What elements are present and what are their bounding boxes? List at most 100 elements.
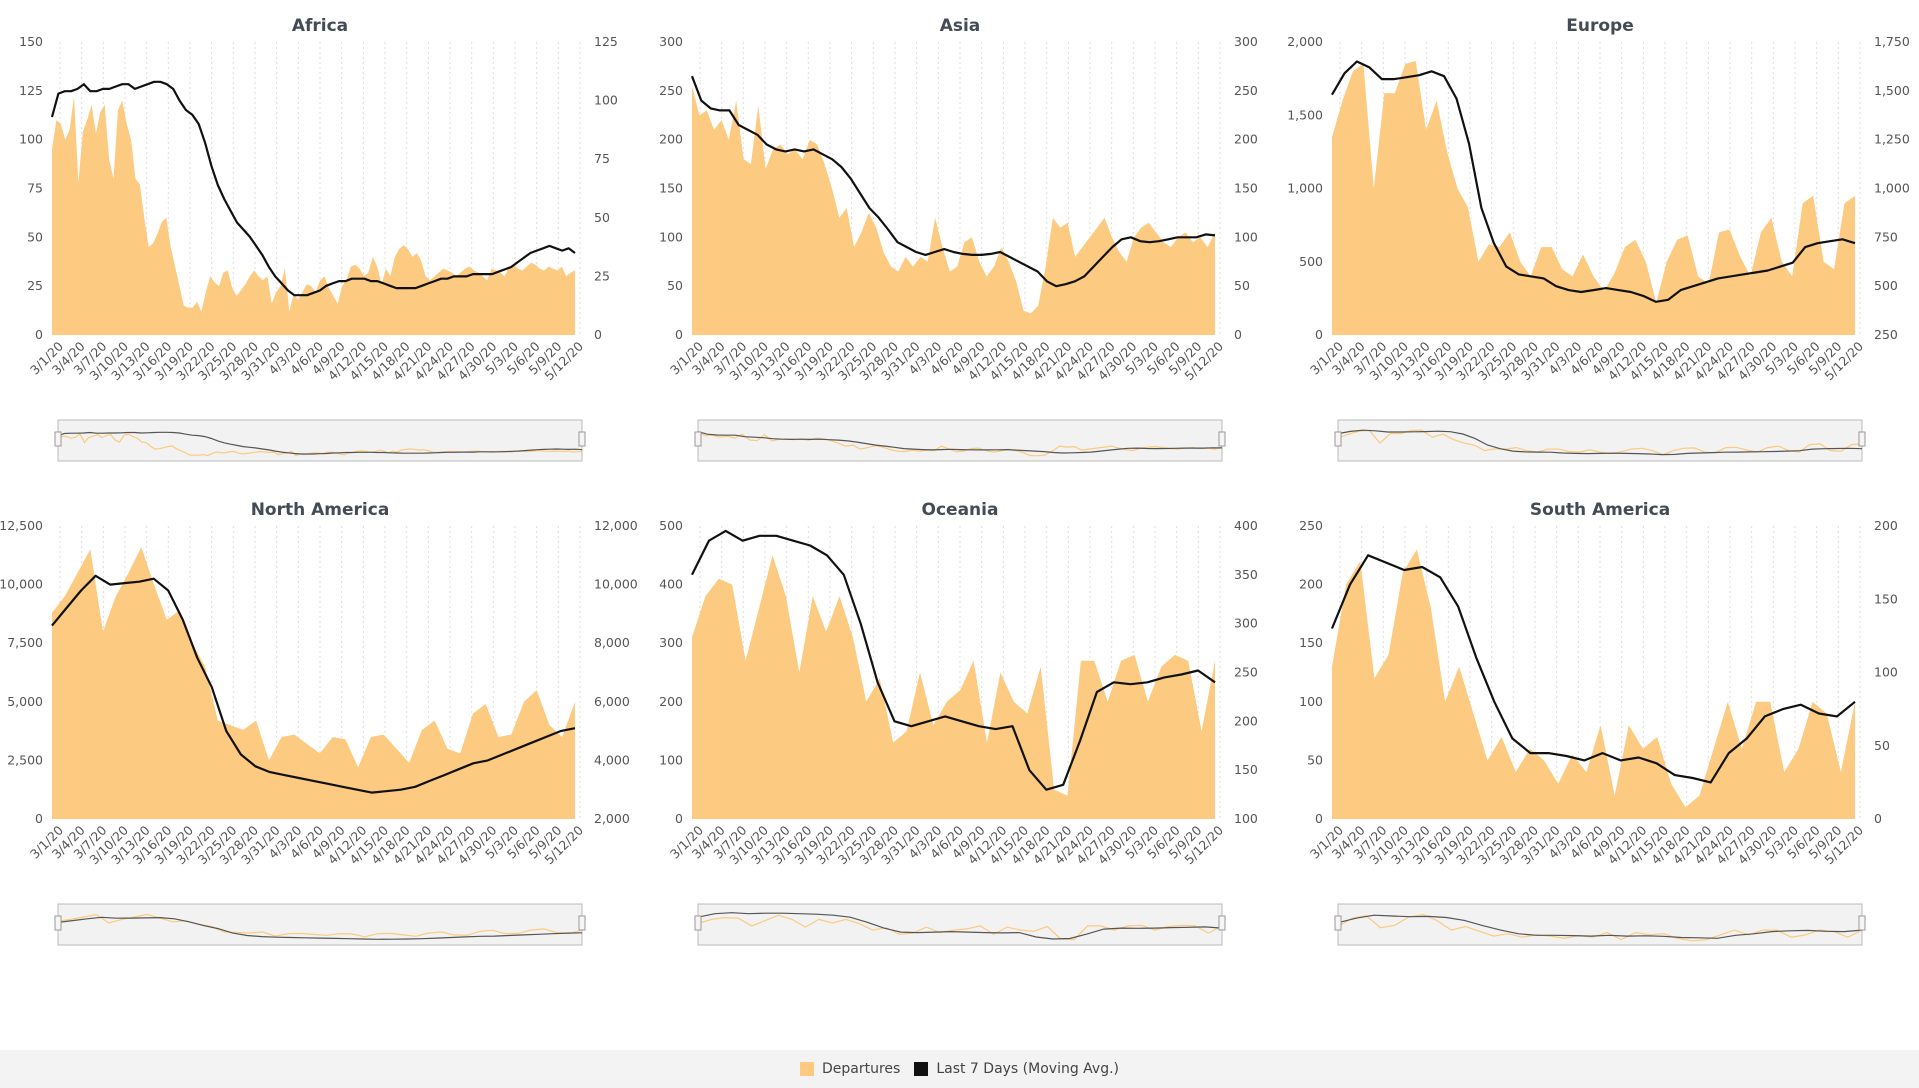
y-right-tick-label: 100	[1874, 665, 1898, 680]
chart-title: Africa	[292, 16, 348, 36]
y-right-tick-label: 150	[1234, 181, 1258, 196]
navigator-right-handle[interactable]	[1218, 431, 1226, 447]
navigator-avg-line	[1337, 429, 1863, 456]
y-left-tick-label: 5,000	[7, 694, 43, 709]
y-right-tick-label: 1,000	[1874, 181, 1910, 196]
navigator-departures-line	[697, 914, 1223, 941]
navigator-right-handle[interactable]	[578, 915, 586, 931]
moving-avg-line[interactable]	[50, 80, 576, 297]
y-right-tick-label: 500	[1874, 278, 1898, 293]
y-left-tick-label: 0	[35, 811, 43, 826]
y-left-tick-label: 0	[675, 811, 683, 826]
y-left-tick-label: 50	[27, 229, 43, 244]
y-left-tick-label: 300	[659, 34, 683, 49]
y-left-tick-label: 100	[1299, 694, 1323, 709]
chart-svg: North America3/1/203/4/203/7/203/10/203/…	[0, 500, 638, 946]
y-right-tick-label: 100	[1234, 811, 1258, 826]
navigator-left-handle[interactable]	[1334, 915, 1342, 931]
chart-svg: Oceania3/1/203/4/203/7/203/10/203/13/203…	[659, 500, 1258, 946]
departures-area[interactable]	[692, 555, 1215, 819]
chart-svg: Africa3/1/203/4/203/7/203/10/203/13/203/…	[19, 16, 618, 462]
navigator-right-handle[interactable]	[1858, 915, 1866, 931]
departures-area[interactable]	[692, 86, 1215, 335]
navigator-window[interactable]	[57, 419, 583, 462]
departures-swatch	[799, 1062, 814, 1076]
y-left-tick-label: 500	[1299, 254, 1323, 269]
moving-avg-line[interactable]	[1331, 60, 1856, 303]
y-right-tick-label: 250	[1234, 665, 1258, 680]
y-left-tick-label: 25	[27, 278, 43, 293]
chart-panel-oceania: Oceania 3/1/20 3/4/20 3/7/20 3/10/20 3/13/20 3…	[640, 484, 1280, 968]
navigator-avg-line	[1337, 914, 1863, 939]
y-right-tick-label: 50	[1234, 278, 1250, 293]
y-right-tick-label: 200	[1234, 713, 1258, 728]
y-left-tick-label: 150	[1299, 635, 1323, 650]
y-right-tick-label: 100	[594, 93, 618, 108]
navigator-right-handle[interactable]	[1858, 431, 1866, 447]
navigator-avg-line	[57, 431, 583, 455]
moving-avg-swatch	[914, 1062, 929, 1076]
y-left-tick-label: 100	[659, 229, 683, 244]
y-right-tick-label: 1,500	[1874, 83, 1910, 98]
chart-panel-north-america: North America 3/1/20 3/4/20 3/7/20 3/10/20 3/…	[0, 484, 640, 968]
y-left-tick-label: 12,500	[0, 518, 43, 533]
y-left-tick-label: 250	[1299, 518, 1323, 533]
navigator-left-handle[interactable]	[1334, 431, 1342, 447]
navigator-right-handle[interactable]	[1218, 915, 1226, 931]
departures-area[interactable]	[1332, 61, 1855, 335]
y-left-tick-label: 2,500	[7, 752, 43, 767]
moving-avg-line[interactable]	[690, 75, 1216, 288]
y-left-tick-label: 50	[667, 278, 683, 293]
chart-title: South America	[1530, 500, 1670, 520]
legend-item-departures[interactable]: Departures	[799, 1061, 900, 1077]
y-left-tick-label: 200	[1299, 577, 1323, 592]
chart-svg: South America3/1/203/4/203/7/203/10/203/…	[1299, 500, 1898, 946]
y-left-tick-label: 200	[659, 694, 683, 709]
y-right-tick-label: 25	[594, 268, 610, 283]
y-right-tick-label: 400	[1234, 518, 1258, 533]
y-right-tick-label: 200	[1874, 518, 1898, 533]
chart-title: Europe	[1566, 16, 1633, 36]
y-right-tick-label: 1,750	[1874, 34, 1910, 49]
navigator-left-handle[interactable]	[694, 431, 702, 447]
y-right-tick-label: 4,000	[594, 752, 630, 767]
y-left-tick-label: 0	[1315, 811, 1323, 826]
navigator-right-handle[interactable]	[578, 431, 586, 447]
y-left-tick-label: 50	[1307, 752, 1323, 767]
moving-avg-line[interactable]	[51, 574, 576, 794]
chart-panel-asia: Asia 3/1/20 3/4/20 3/7/20 3/10/20 3/13/20 3/16…	[640, 0, 1280, 484]
moving-avg-line[interactable]	[691, 529, 1216, 791]
y-right-tick-label: 50	[1874, 738, 1890, 753]
y-left-tick-label: 2,000	[1287, 34, 1323, 49]
chart-svg: Asia3/1/203/4/203/7/203/10/203/13/203/16…	[659, 16, 1258, 462]
navigator-left-handle[interactable]	[54, 915, 62, 931]
y-right-tick-label: 6,000	[594, 694, 630, 709]
navigator-left-handle[interactable]	[54, 431, 62, 447]
departures-area[interactable]	[52, 547, 575, 819]
navigator-avg-line	[57, 916, 583, 940]
chart-title: Asia	[940, 16, 981, 36]
y-right-tick-label: 150	[1874, 591, 1898, 606]
navigator-window[interactable]	[1337, 419, 1863, 462]
navigator-window[interactable]	[697, 419, 1223, 462]
chart-panel-south-america: South America 3/1/20 3/4/20 3/7/20 3/10/20 3/…	[1280, 484, 1919, 968]
y-left-tick-label: 300	[659, 635, 683, 650]
y-right-tick-label: 50	[594, 210, 610, 225]
y-left-tick-label: 100	[659, 752, 683, 767]
y-left-tick-label: 10,000	[0, 577, 43, 592]
chart-title: Oceania	[922, 500, 999, 520]
y-left-tick-label: 150	[19, 34, 43, 49]
y-left-tick-label: 250	[659, 83, 683, 98]
departures-area[interactable]	[52, 96, 575, 335]
y-left-tick-label: 500	[659, 518, 683, 533]
navigator-left-handle[interactable]	[694, 915, 702, 931]
navigator-window[interactable]	[57, 903, 583, 946]
navigator-window[interactable]	[1337, 903, 1863, 946]
chart-panel-africa: Africa 3/1/20 3/4/20 3/7/20 3/10/20 3/13/20 3/…	[0, 0, 640, 484]
y-right-tick-label: 300	[1234, 34, 1258, 49]
moving-avg-line[interactable]	[1330, 554, 1856, 784]
navigator-window[interactable]	[697, 903, 1223, 946]
departures-area[interactable]	[1332, 549, 1855, 819]
legend-item-moving-avg[interactable]: Last 7 Days (Moving Avg.)	[914, 1061, 1119, 1077]
y-left-tick-label: 0	[675, 327, 683, 342]
